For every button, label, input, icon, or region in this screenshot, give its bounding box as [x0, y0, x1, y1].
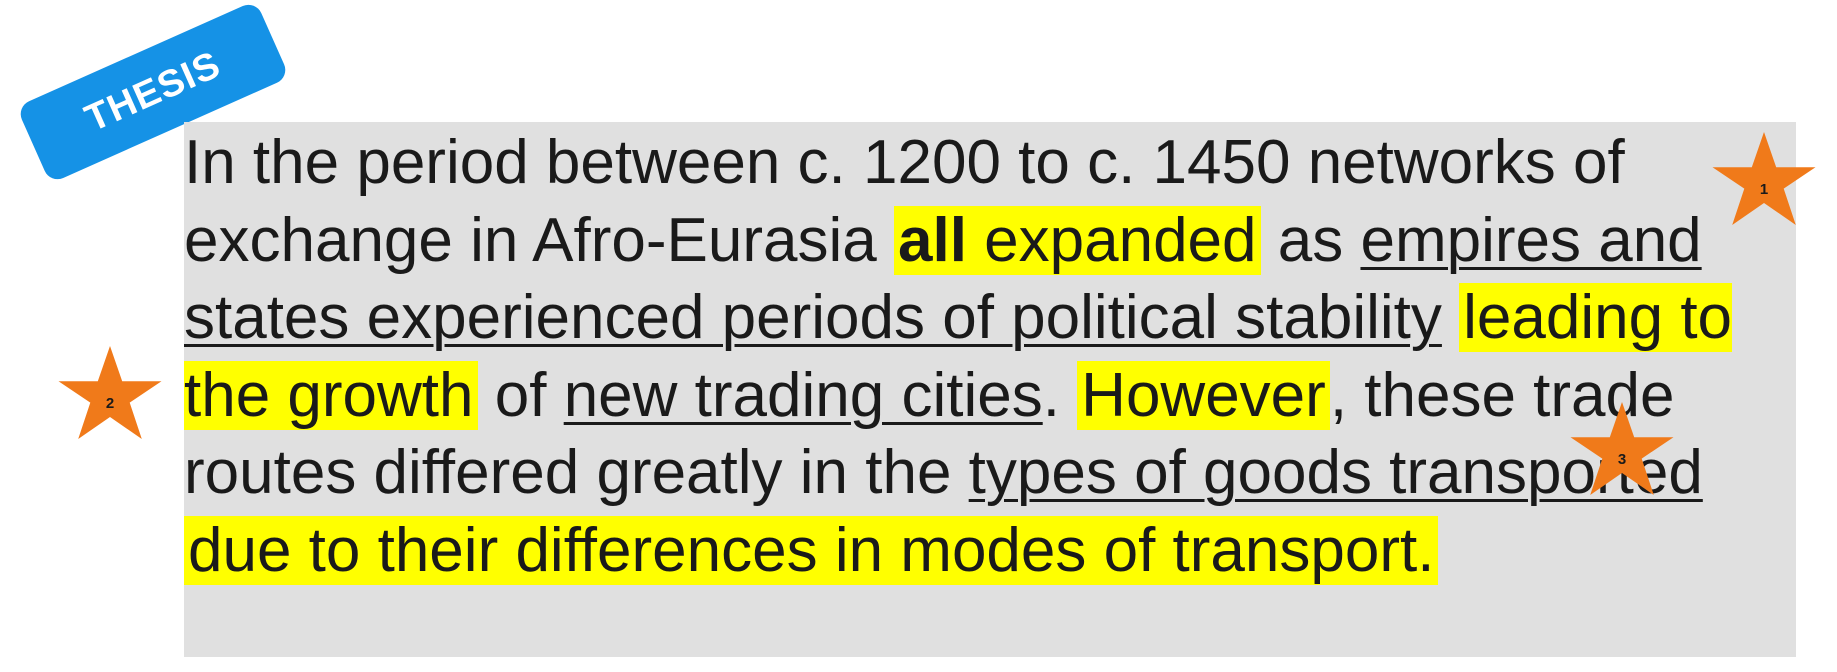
star-number-3: 3 [1618, 451, 1626, 468]
thesis-segment-of: of [477, 360, 564, 430]
thesis-segment-period: . [1042, 360, 1078, 430]
star-marker-2: 2 [58, 346, 162, 446]
thesis-space-1 [1442, 283, 1459, 352]
thesis-segment-expanded: expanded [966, 205, 1257, 275]
highlight-all-expanded: all expanded [893, 205, 1261, 275]
highlight-modes-of-transport: due to their differences in modes of tra… [184, 515, 1439, 585]
underline-new-trading-cities: new trading cities [563, 360, 1043, 430]
underline-types-of-goods: types of goods transported [968, 438, 1703, 507]
star-marker-1: 1 [1712, 132, 1816, 232]
highlight-however: However [1077, 360, 1330, 430]
thesis-segment-intro: In the period between c. 1200 to c. 1450… [184, 128, 1625, 275]
thesis-segment-trade-routes: , these trade routes differed greatly in… [184, 360, 1675, 508]
star-number-1: 1 [1760, 181, 1768, 198]
star-icon: 3 [1570, 402, 1674, 495]
star-icon: 1 [1712, 132, 1816, 225]
star-icon: 2 [58, 346, 162, 439]
bold-all: all [897, 205, 967, 275]
thesis-segment-as: as [1260, 205, 1361, 275]
underline-political-stability: empires and states experienced periods o… [184, 205, 1702, 353]
thesis-statement: In the period between c. 1200 to c. 1450… [184, 124, 1796, 589]
star-marker-3: 3 [1570, 402, 1674, 502]
star-number-2: 2 [106, 395, 114, 412]
